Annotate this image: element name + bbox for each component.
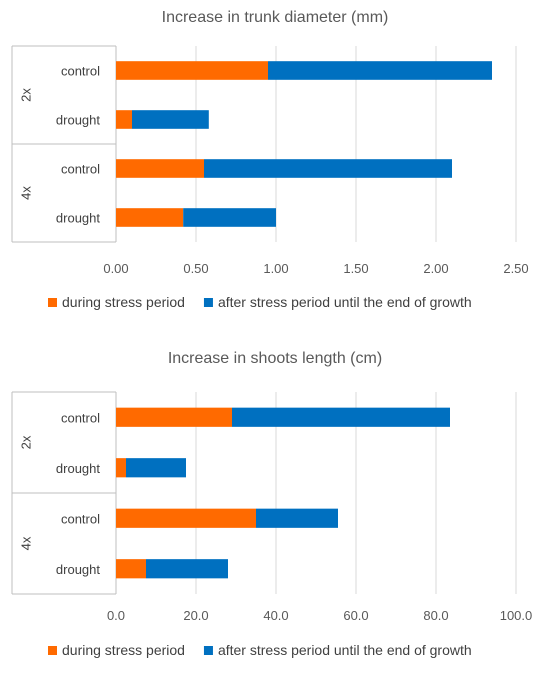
x-tick-label: 0.00 bbox=[103, 261, 128, 276]
legend-label: after stress period until the end of gro… bbox=[218, 294, 472, 310]
group-label: 4x bbox=[18, 186, 33, 200]
category-label: drought bbox=[56, 113, 100, 128]
group-label: 2x bbox=[18, 88, 33, 102]
group-label: 2x bbox=[18, 435, 33, 449]
bar-after-stress bbox=[268, 61, 492, 80]
chart-title: Increase in trunk diameter (mm) bbox=[162, 9, 389, 26]
bar-during-stress bbox=[116, 110, 132, 129]
bar-during-stress bbox=[116, 407, 232, 427]
legend-label: after stress period until the end of gro… bbox=[218, 642, 472, 658]
chart-title: Increase in shoots length (cm) bbox=[168, 350, 382, 367]
x-tick-label: 20.0 bbox=[183, 608, 208, 623]
legend-swatch bbox=[203, 646, 213, 655]
x-tick-label: 0.50 bbox=[183, 261, 208, 276]
legend-swatch bbox=[203, 298, 213, 307]
legend-swatch bbox=[48, 646, 57, 655]
bar-after-stress bbox=[204, 159, 452, 178]
category-label: drought bbox=[56, 562, 100, 577]
bar-after-stress bbox=[126, 458, 186, 478]
x-tick-label: 40.0 bbox=[263, 608, 288, 623]
category-label: control bbox=[61, 64, 100, 79]
bar-during-stress bbox=[116, 208, 184, 227]
legend-label: during stress period bbox=[62, 294, 185, 310]
group-label: 4x bbox=[18, 536, 33, 550]
bar-after-stress bbox=[146, 559, 228, 579]
bar-after-stress bbox=[232, 407, 450, 427]
x-tick-label: 60.0 bbox=[343, 608, 368, 623]
x-tick-label: 100.0 bbox=[500, 608, 533, 623]
category-label: drought bbox=[56, 211, 100, 226]
x-tick-label: 2.00 bbox=[423, 261, 448, 276]
x-tick-label: 0.0 bbox=[107, 608, 125, 623]
bar-during-stress bbox=[116, 159, 204, 178]
category-label: control bbox=[61, 511, 100, 526]
x-tick-label: 1.50 bbox=[343, 261, 368, 276]
category-label: control bbox=[61, 410, 100, 425]
legend-label: during stress period bbox=[62, 642, 185, 658]
bar-during-stress bbox=[116, 458, 126, 478]
bar-during-stress bbox=[116, 559, 146, 579]
bar-after-stress bbox=[183, 208, 276, 227]
x-tick-label: 80.0 bbox=[423, 608, 448, 623]
x-tick-label: 2.50 bbox=[503, 261, 528, 276]
shoots-length-chart: Increase in shoots length (cm) 0.0 20.0 40.… bbox=[11, 350, 533, 658]
bar-after-stress bbox=[132, 110, 209, 129]
bar-after-stress bbox=[256, 508, 338, 528]
category-label: drought bbox=[56, 461, 100, 476]
x-tick-label: 1.00 bbox=[263, 261, 288, 276]
bar-during-stress bbox=[116, 61, 268, 80]
bar-during-stress bbox=[116, 508, 256, 528]
category-label: control bbox=[61, 162, 100, 177]
trunk-diameter-chart: Increase in trunk diameter (mm) 0.00 0.50 1… bbox=[11, 9, 529, 310]
legend-swatch bbox=[48, 298, 57, 307]
